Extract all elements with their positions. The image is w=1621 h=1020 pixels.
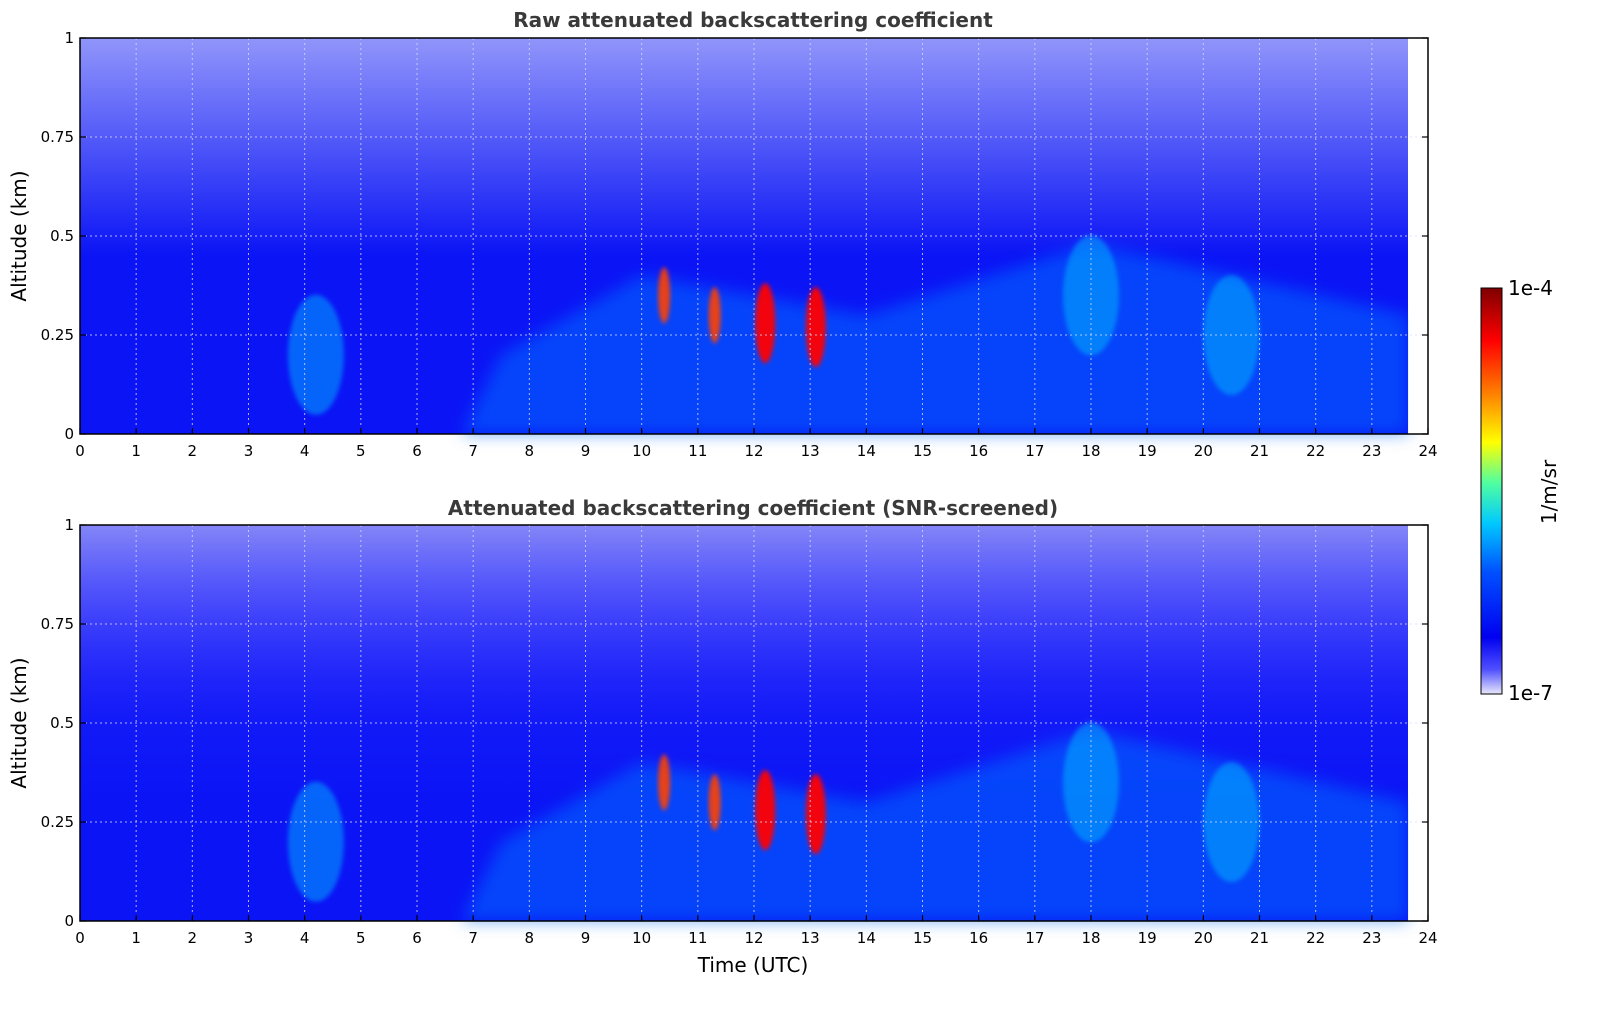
aerosol-feature <box>658 754 671 811</box>
x-tick-label: 11 <box>688 929 707 947</box>
x-tick-label: 17 <box>1025 442 1044 460</box>
x-axis: 0 1 2 3 4 5 6 7 8 9 10 11 12 13 14 15 16 17 18 19 20 21 22 23 24 <box>75 915 1438 947</box>
x-tick-label: 12 <box>744 929 763 947</box>
colorbar-min-label: 1e-7 <box>1508 681 1553 705</box>
x-tick-label: 0 <box>75 929 85 947</box>
x-tick-label: 18 <box>1081 442 1100 460</box>
x-axis-label: Time (UTC) <box>697 953 809 977</box>
x-tick-label: 23 <box>1362 929 1381 947</box>
y-tick-label: 0.5 <box>50 227 74 245</box>
x-tick-label: 7 <box>468 929 478 947</box>
x-tick-label: 3 <box>244 929 254 947</box>
x-tick-label: 10 <box>632 929 651 947</box>
x-tick-label: 20 <box>1194 929 1213 947</box>
x-tick-label: 11 <box>688 442 707 460</box>
y-tick-label: 0.5 <box>50 714 74 732</box>
x-tick-label: 9 <box>581 442 591 460</box>
x-tick-label: 19 <box>1138 929 1157 947</box>
x-tick-label: 16 <box>969 442 988 460</box>
aerosol-feature <box>755 283 776 364</box>
boundary-layer-haze <box>461 730 1409 921</box>
x-tick-label: 1 <box>131 929 141 947</box>
aerosol-feature <box>708 774 721 831</box>
colorbar: 1e-4 1e-7 1/m/sr <box>1480 276 1561 705</box>
x-tick-label: 18 <box>1081 929 1100 947</box>
y-tick-label: 1 <box>64 516 74 534</box>
x-tick-label: 6 <box>412 442 422 460</box>
x-tick-label: 2 <box>188 442 198 460</box>
x-tick-label: 17 <box>1025 929 1044 947</box>
x-tick-label: 8 <box>525 929 535 947</box>
y-tick-label: 0.75 <box>41 128 74 146</box>
x-tick-label: 16 <box>969 929 988 947</box>
aerosol-feature <box>805 774 826 855</box>
x-tick-label: 15 <box>913 442 932 460</box>
chart-title: Attenuated backscattering coefficient (S… <box>448 496 1058 520</box>
grid-layer <box>80 525 1428 921</box>
x-tick-label: 5 <box>356 929 366 947</box>
y-tick-label: 0 <box>64 425 74 443</box>
x-tick-label: 13 <box>801 929 820 947</box>
x-tick-label: 6 <box>412 929 422 947</box>
x-tick-label: 21 <box>1250 929 1269 947</box>
x-tick-label: 15 <box>913 929 932 947</box>
aerosol-feature <box>1063 235 1119 356</box>
x-tick-label: 4 <box>300 929 310 947</box>
y-axis-label: Altitude (km) <box>7 657 31 788</box>
feature-layer <box>287 722 1409 921</box>
x-tick-label: 3 <box>244 442 254 460</box>
x-tick-label: 14 <box>857 442 876 460</box>
x-tick-label: 20 <box>1194 442 1213 460</box>
aerosol-feature <box>287 781 344 902</box>
x-tick-label: 14 <box>857 929 876 947</box>
aerosol-feature <box>287 294 344 415</box>
x-tick-label: 0 <box>75 442 85 460</box>
panel-screened: Attenuated backscattering coefficient (S… <box>7 496 1438 977</box>
chart-title: Raw attenuated backscattering coefficien… <box>513 8 993 32</box>
x-tick-label: 13 <box>801 442 820 460</box>
x-tick-label: 9 <box>581 929 591 947</box>
y-tick-label: 0.25 <box>41 813 74 831</box>
x-tick-label: 24 <box>1418 442 1437 460</box>
aerosol-feature <box>1063 722 1119 843</box>
aerosol-feature <box>805 287 826 368</box>
aerosol-feature <box>708 287 721 344</box>
feature-layer <box>287 235 1409 434</box>
x-tick-label: 19 <box>1138 442 1157 460</box>
x-tick-label: 5 <box>356 442 366 460</box>
y-tick-label: 0.75 <box>41 615 74 633</box>
x-tick-label: 7 <box>468 442 478 460</box>
aerosol-feature <box>658 267 671 324</box>
y-axis: 0 0.25 0.5 0.75 1 <box>41 29 1428 443</box>
colorbar-max-label: 1e-4 <box>1508 276 1553 300</box>
y-tick-label: 0 <box>64 912 74 930</box>
aerosol-feature <box>755 770 776 851</box>
x-tick-label: 21 <box>1250 442 1269 460</box>
x-axis: 0 1 2 3 4 5 6 7 8 9 10 11 12 13 14 15 16 17 18 19 20 21 22 23 24 <box>75 428 1438 460</box>
panel-raw: Raw attenuated backscattering coefficien… <box>7 8 1438 460</box>
y-axis-label: Altitude (km) <box>7 170 31 301</box>
x-tick-label: 8 <box>525 442 535 460</box>
x-tick-label: 1 <box>131 442 141 460</box>
y-tick-label: 0.25 <box>41 326 74 344</box>
y-tick-label: 1 <box>64 29 74 47</box>
x-tick-label: 22 <box>1306 929 1325 947</box>
x-tick-label: 10 <box>632 442 651 460</box>
colorbar-unit-label: 1/m/sr <box>1537 459 1561 524</box>
y-axis: 0 0.25 0.5 0.75 1 <box>41 516 1428 930</box>
boundary-layer-haze <box>461 243 1409 434</box>
colorbar-gradient <box>1480 287 1503 695</box>
x-tick-label: 2 <box>188 929 198 947</box>
x-tick-label: 4 <box>300 442 310 460</box>
x-tick-label: 23 <box>1362 442 1381 460</box>
x-tick-label: 12 <box>744 442 763 460</box>
grid-layer <box>80 38 1428 434</box>
x-tick-label: 22 <box>1306 442 1325 460</box>
x-tick-label: 24 <box>1418 929 1437 947</box>
